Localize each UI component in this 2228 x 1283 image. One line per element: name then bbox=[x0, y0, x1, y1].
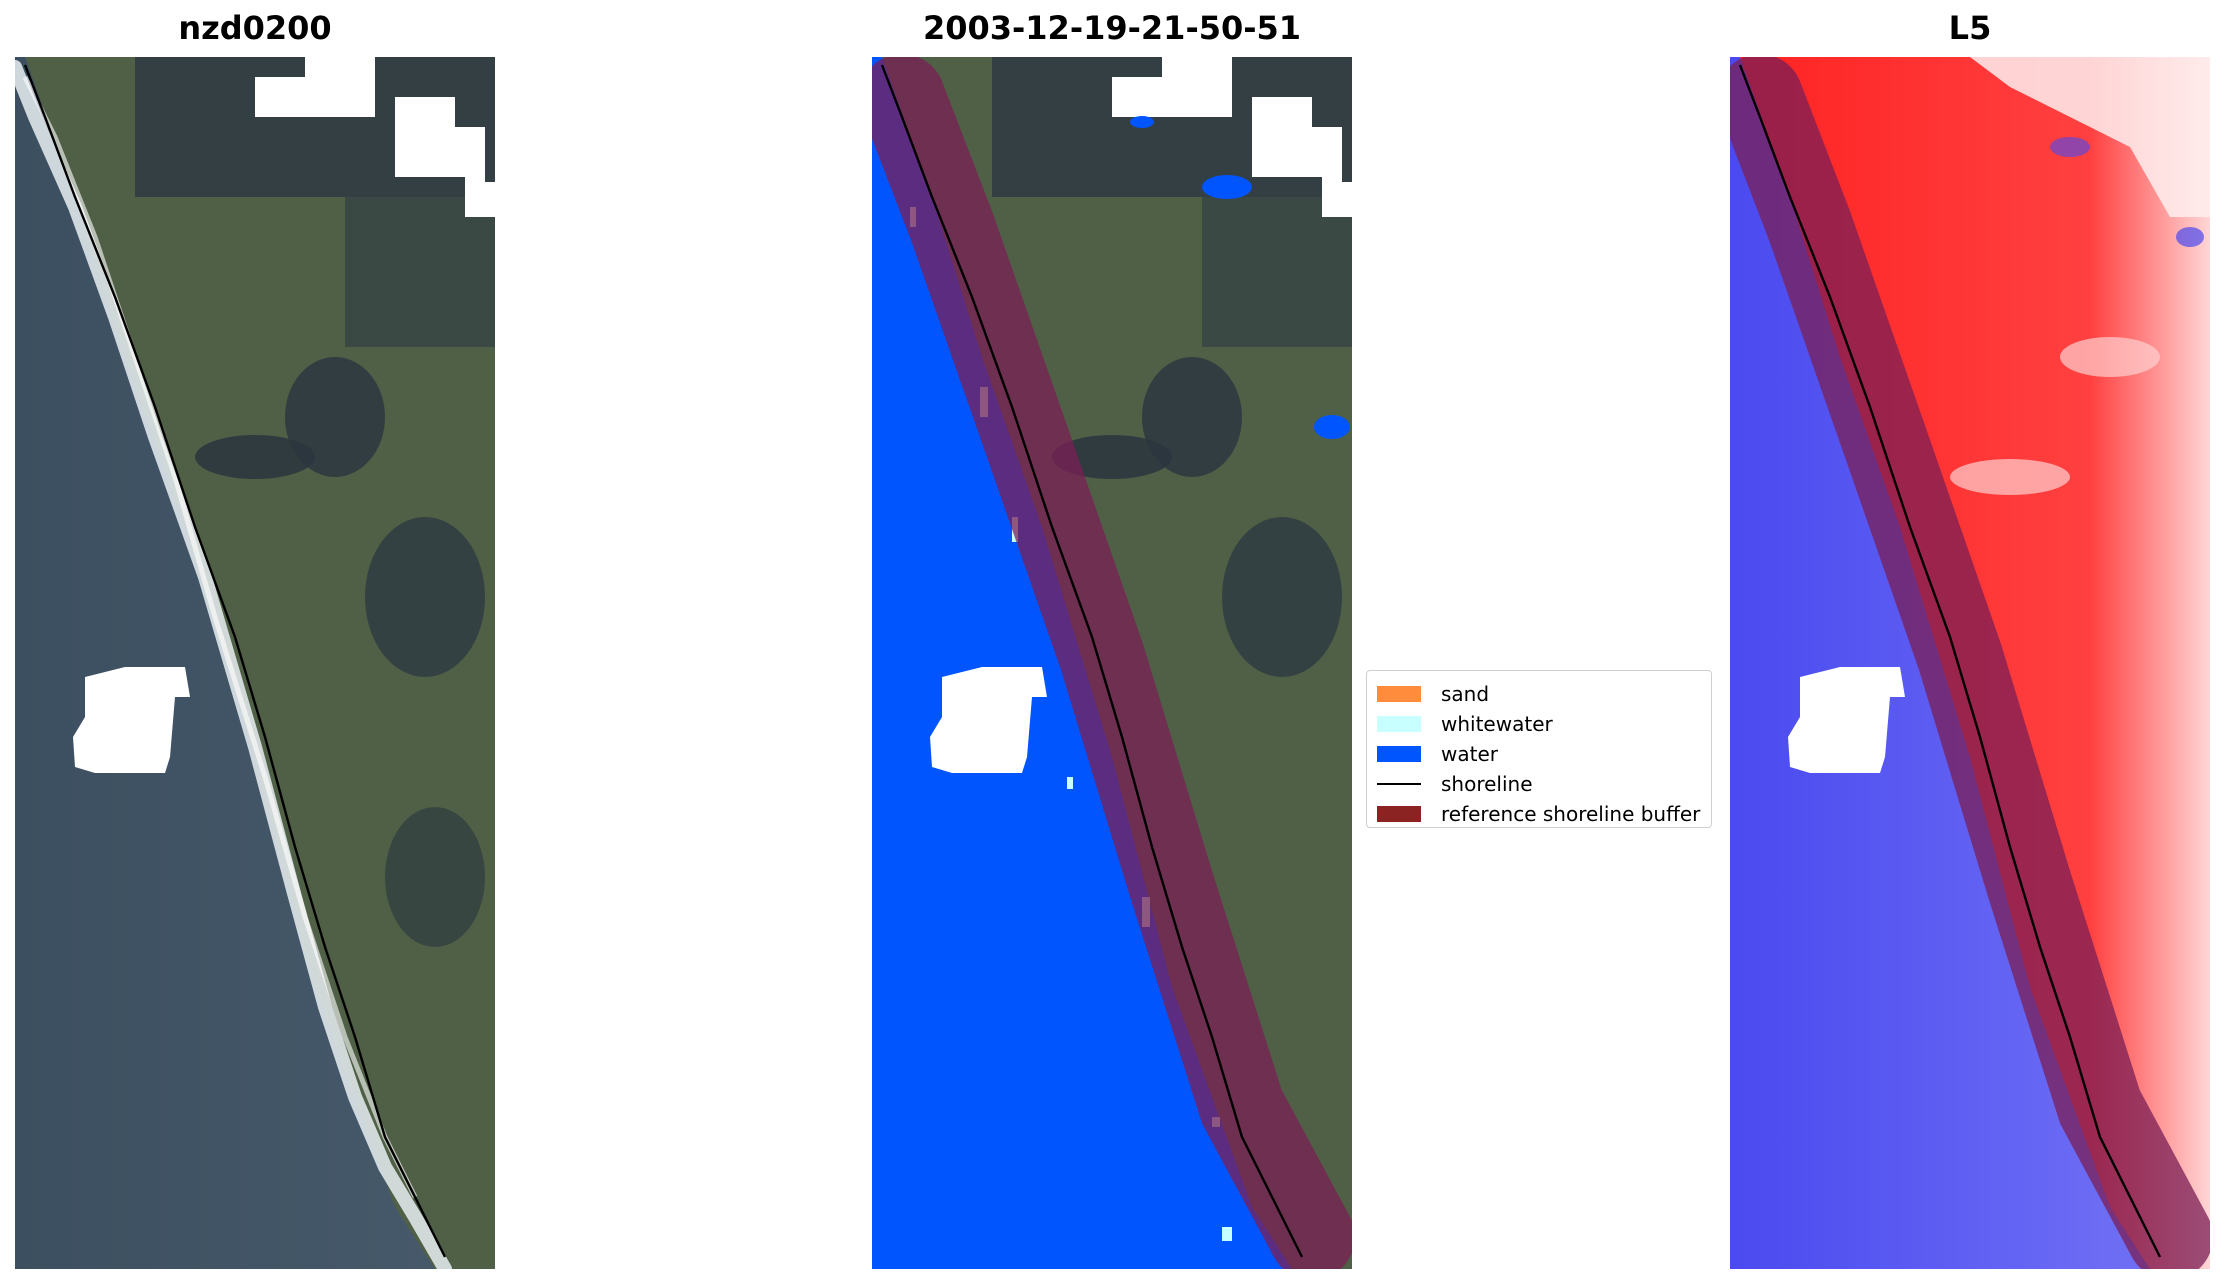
legend-item-sand: sand bbox=[1377, 679, 1701, 709]
legend: sand whitewater water shoreline referenc… bbox=[1366, 670, 1712, 828]
legend-swatch-shoreline bbox=[1377, 783, 1421, 785]
rgb-image-panel bbox=[15, 57, 495, 1269]
legend-swatch-sand bbox=[1377, 686, 1421, 702]
legend-item-water: water bbox=[1377, 739, 1701, 769]
legend-label: water bbox=[1441, 742, 1498, 766]
legend-label: shoreline bbox=[1441, 772, 1533, 796]
legend-item-buffer: reference shoreline buffer bbox=[1377, 799, 1701, 829]
index-panel bbox=[1730, 57, 2210, 1269]
legend-label: whitewater bbox=[1441, 712, 1553, 736]
legend-item-whitewater: whitewater bbox=[1377, 709, 1701, 739]
legend-swatch-whitewater bbox=[1377, 716, 1421, 732]
legend-swatch-buffer bbox=[1377, 806, 1421, 822]
legend-label: reference shoreline buffer bbox=[1441, 802, 1701, 826]
panel-title-classification: 2003-12-19-21-50-51 bbox=[922, 9, 1302, 47]
legend-item-shoreline: shoreline bbox=[1377, 769, 1701, 799]
classification-panel bbox=[872, 57, 1352, 1269]
panel-title-index: L5 bbox=[1948, 9, 1992, 47]
panel-title-rgb: nzd0200 bbox=[178, 9, 332, 47]
legend-label: sand bbox=[1441, 682, 1490, 706]
legend-swatch-water bbox=[1377, 746, 1421, 762]
